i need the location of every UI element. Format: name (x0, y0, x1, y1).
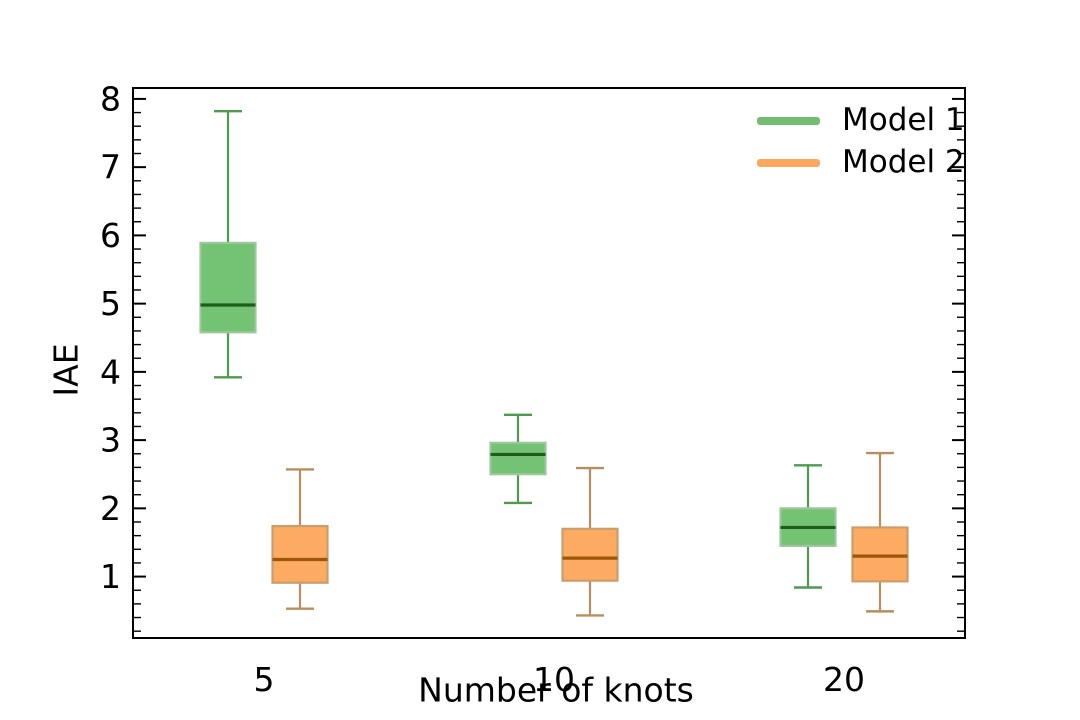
svg-text:1: 1 (100, 557, 121, 596)
svg-text:5: 5 (254, 660, 275, 699)
y-axis-ticks (133, 97, 965, 632)
y-axis-tick-labels: 1 2 3 4 5 6 7 8 (100, 79, 121, 596)
svg-text:4: 4 (100, 352, 121, 391)
x-axis-tick-labels: 5 10 20 (254, 660, 866, 699)
svg-text:8: 8 (100, 79, 121, 118)
svg-text:7: 7 (100, 148, 121, 187)
svg-text:5: 5 (100, 284, 121, 323)
legend-item-model-2: Model 2 (757, 144, 965, 181)
box-model-2-knots-5 (271, 468, 329, 610)
svg-text:3: 3 (100, 421, 121, 460)
legend-label-model-1: Model 1 (842, 102, 965, 138)
box-model-2-knots-20 (851, 451, 909, 613)
x-axis-label: Number of knots (418, 670, 694, 710)
legend: Model 1 Model 2 (757, 102, 965, 181)
legend-item-model-1: Model 1 (757, 102, 965, 139)
svg-text:2: 2 (100, 489, 121, 528)
model-2-swatch (757, 158, 820, 167)
box-model-1-knots-5 (199, 110, 257, 379)
box-model-1-knots-20 (779, 464, 837, 589)
box-model-2-knots-10 (561, 466, 619, 617)
y-axis-label: IAE (46, 343, 86, 397)
axes-frame (132, 87, 966, 639)
legend-label-model-2: Model 2 (842, 144, 965, 180)
svg-text:10: 10 (533, 660, 575, 699)
model-1-swatch (757, 116, 820, 125)
svg-text:6: 6 (100, 216, 121, 255)
series-model-1 (199, 110, 837, 589)
series-model-2 (271, 451, 909, 617)
svg-text:20: 20 (823, 660, 865, 699)
box-model-1-knots-10 (489, 413, 547, 505)
